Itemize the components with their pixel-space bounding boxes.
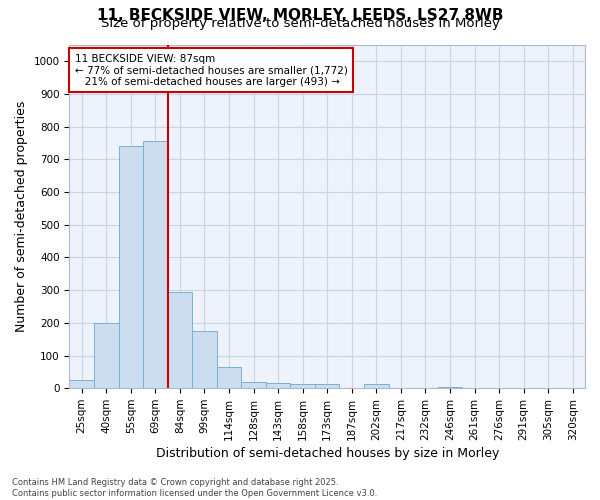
Bar (167, 292, 192, 388)
Text: Size of property relative to semi-detached houses in Morley: Size of property relative to semi-detach… (101, 18, 499, 30)
X-axis label: Distribution of semi-detached houses by size in Morley: Distribution of semi-detached houses by … (155, 447, 499, 460)
Bar (192, 331, 217, 388)
Bar (217, 367, 241, 388)
Text: 11 BECKSIDE VIEW: 87sqm
← 77% of semi-detached houses are smaller (1,772)
   21%: 11 BECKSIDE VIEW: 87sqm ← 77% of semi-de… (74, 54, 347, 87)
Bar (290, 384, 315, 388)
Bar (70, 380, 94, 388)
Text: Contains HM Land Registry data © Crown copyright and database right 2025.
Contai: Contains HM Land Registry data © Crown c… (12, 478, 377, 498)
Text: 11, BECKSIDE VIEW, MORLEY, LEEDS, LS27 8WB: 11, BECKSIDE VIEW, MORLEY, LEEDS, LS27 8… (97, 8, 503, 22)
Bar (266, 384, 290, 388)
Bar (119, 146, 143, 388)
Bar (437, 387, 462, 388)
Bar (364, 384, 389, 388)
Y-axis label: Number of semi-detached properties: Number of semi-detached properties (15, 101, 28, 332)
Bar (241, 382, 266, 388)
Bar (143, 142, 167, 388)
Bar (94, 323, 119, 388)
Bar (315, 384, 340, 388)
